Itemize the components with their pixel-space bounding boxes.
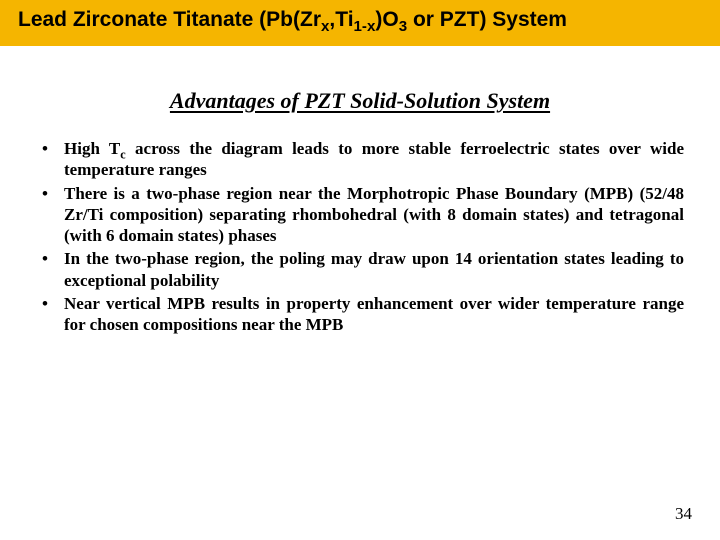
section-heading: Advantages of PZT Solid-Solution System (0, 88, 720, 114)
page-title: Lead Zirconate Titanate (Pb(Zrx,Ti1-x)O3… (18, 8, 702, 32)
list-item: In the two-phase region, the poling may … (36, 248, 684, 291)
list-item: High Tc across the diagram leads to more… (36, 138, 684, 181)
bullet-list: High Tc across the diagram leads to more… (36, 138, 684, 335)
content-area: High Tc across the diagram leads to more… (0, 114, 720, 335)
page-number: 34 (675, 504, 692, 524)
title-bar: Lead Zirconate Titanate (Pb(Zrx,Ti1-x)O3… (0, 0, 720, 46)
list-item: Near vertical MPB results in property en… (36, 293, 684, 336)
list-item: There is a two-phase region near the Mor… (36, 183, 684, 247)
